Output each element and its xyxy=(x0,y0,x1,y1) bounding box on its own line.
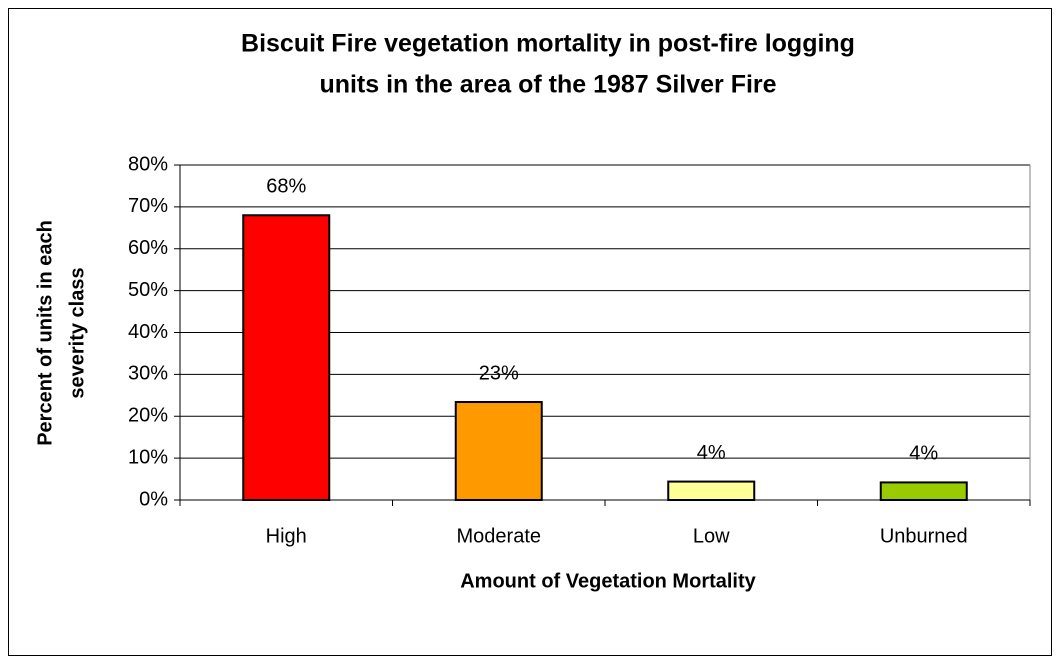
chart-title: units in the area of the 1987 Silver Fir… xyxy=(319,71,776,99)
data-label: 23% xyxy=(479,362,519,384)
bar xyxy=(242,214,331,501)
y-tick-label: 80% xyxy=(128,153,168,175)
y-tick-label: 0% xyxy=(139,488,168,510)
y-tick-label: 70% xyxy=(128,195,168,217)
y-tick-label: 30% xyxy=(128,363,168,385)
y-tick-label: 20% xyxy=(128,405,168,427)
y-tick-label: 50% xyxy=(128,279,168,301)
x-tick-label: Moderate xyxy=(457,525,542,547)
y-axis-title: Percent of units in each severity class xyxy=(34,220,88,446)
x-tick-label: Low xyxy=(693,525,730,547)
y-tick-label: 60% xyxy=(128,237,168,259)
data-label: 68% xyxy=(266,176,306,198)
data-label: 4% xyxy=(909,443,938,465)
y-axis-title-line: severity class xyxy=(66,267,88,398)
data-label: 4% xyxy=(697,442,726,464)
y-tick-label: 40% xyxy=(128,321,168,343)
y-axis-title-line: Percent of units in each xyxy=(34,220,56,446)
bar xyxy=(667,480,756,502)
x-axis-title: Amount of Vegetation Mortality xyxy=(460,570,756,592)
y-tick-label: 10% xyxy=(128,446,168,468)
x-tick-label: Unburned xyxy=(880,525,968,547)
bar xyxy=(879,481,968,502)
x-tick-label: High xyxy=(266,525,307,547)
chart-title: Biscuit Fire vegetation mortality in pos… xyxy=(241,30,855,58)
bar xyxy=(454,401,543,502)
